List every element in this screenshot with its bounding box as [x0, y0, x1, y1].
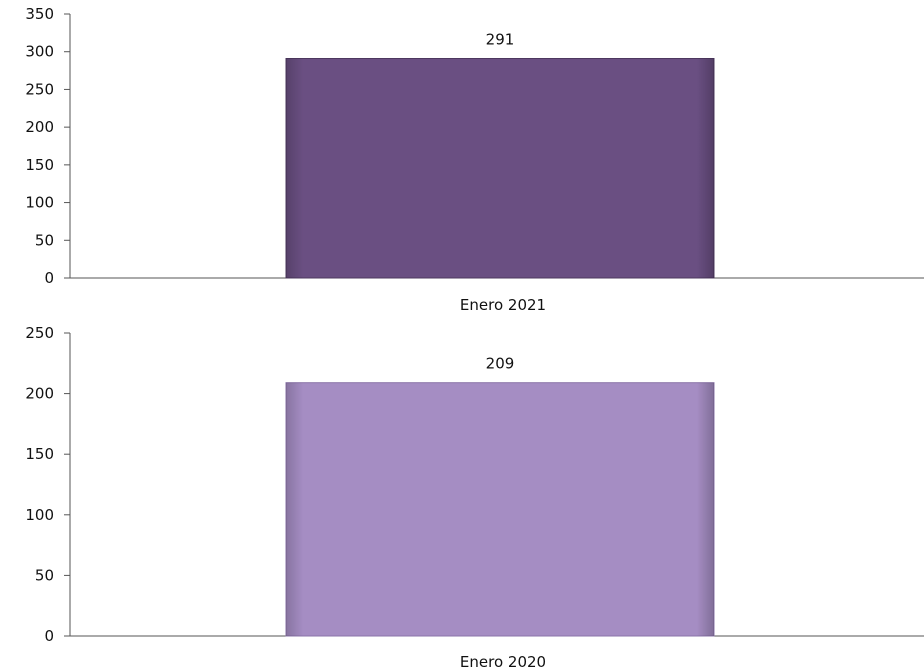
- y-axis-ticks: 0 50 100 150 200 250 300 350: [25, 5, 70, 287]
- y-tick-label: 300: [25, 43, 54, 61]
- x-tick-label: Enero 2020: [460, 653, 546, 671]
- y-tick-label: 50: [35, 566, 54, 584]
- y-tick-label: 0: [44, 627, 54, 645]
- y-tick-label: 250: [25, 324, 54, 342]
- y-tick-label: 100: [25, 506, 54, 524]
- chart-enero-2020: 0 50 100 150 200 250 209 Enero 2020: [25, 324, 924, 671]
- y-tick-label: 250: [25, 80, 54, 98]
- y-tick-label: 150: [25, 156, 54, 174]
- data-label: 209: [486, 355, 515, 373]
- y-tick-label: 0: [44, 269, 54, 287]
- chart-enero-2021: 0 50 100 150 200 250 300 350 291 Enero 2021: [25, 5, 924, 314]
- y-axis-ticks: 0 50 100 150 200 250: [25, 324, 70, 645]
- y-tick-label: 100: [25, 194, 54, 212]
- x-tick-label: Enero 2021: [460, 296, 546, 314]
- bar-shade: [286, 382, 714, 636]
- data-label: 291: [486, 31, 515, 49]
- y-tick-label: 350: [25, 5, 54, 23]
- y-tick-label: 200: [25, 385, 54, 403]
- y-tick-label: 50: [35, 231, 54, 249]
- y-tick-label: 200: [25, 118, 54, 136]
- y-tick-label: 150: [25, 445, 54, 463]
- bar-shade: [286, 58, 714, 279]
